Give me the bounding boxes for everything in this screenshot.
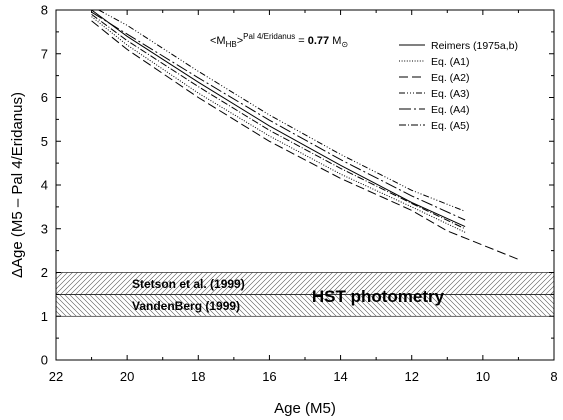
y-tick-label-3: 3 [41, 221, 48, 236]
x-tick-label-4: 14 [333, 369, 347, 384]
y-tick-label-6: 6 [41, 90, 48, 105]
series-layer [91, 10, 519, 260]
x-tick-label-5: 12 [404, 369, 418, 384]
series-line-0 [91, 10, 466, 228]
series-line-5 [91, 13, 466, 230]
x-tick-label-0: 22 [49, 369, 63, 384]
y-axis-label: ΔAge (M5 – Pal 4/Eridanus) [9, 92, 26, 278]
x-tick-label-2: 18 [191, 369, 205, 384]
legend-label-5: Eq. (A5) [431, 120, 470, 132]
band-layer: Stetson et al. (1999) VandenBerg (1999) [55, 272, 555, 317]
legend-label-3: Eq. (A3) [431, 88, 470, 100]
band-text-1: VandenBerg (1999) [132, 299, 240, 313]
y-tick-label-8: 8 [41, 3, 48, 18]
y-tick-label-1: 1 [41, 309, 48, 324]
x-tick-label-7: 8 [550, 369, 557, 384]
series-line-3 [98, 10, 466, 212]
x-axis-label: Age (M5) [274, 400, 336, 417]
legend: Reimers (1975a,b) Eq. (A1) Eq. (A2) Eq. (A3… [399, 40, 518, 132]
series-line-4 [91, 11, 466, 221]
legend-label-2: Eq. (A2) [431, 72, 470, 84]
y-tick-label-7: 7 [41, 46, 48, 61]
y-tick-label-0: 0 [41, 353, 48, 368]
x-tick-label-6: 10 [476, 369, 490, 384]
series-line-2 [91, 20, 519, 260]
legend-label-0: Reimers (1975a,b) [431, 40, 518, 52]
y-tick-label-2: 2 [41, 265, 48, 280]
band-0 [55, 272, 555, 295]
y-tick-label-5: 5 [41, 134, 48, 149]
band-1 [55, 294, 555, 317]
legend-label-4: Eq. (A4) [431, 104, 470, 116]
band-text-0: Stetson et al. (1999) [132, 277, 245, 291]
y-tick-label-4: 4 [41, 178, 48, 193]
x-tick-label-3: 16 [262, 369, 276, 384]
legend-label-1: Eq. (A1) [431, 56, 470, 68]
x-tick-label-1: 20 [120, 369, 134, 384]
mass-annotation: <MHB>Pal 4/Eridanus = 0.77 M⊙ [210, 32, 348, 49]
band-label: HST photometry [312, 287, 445, 306]
